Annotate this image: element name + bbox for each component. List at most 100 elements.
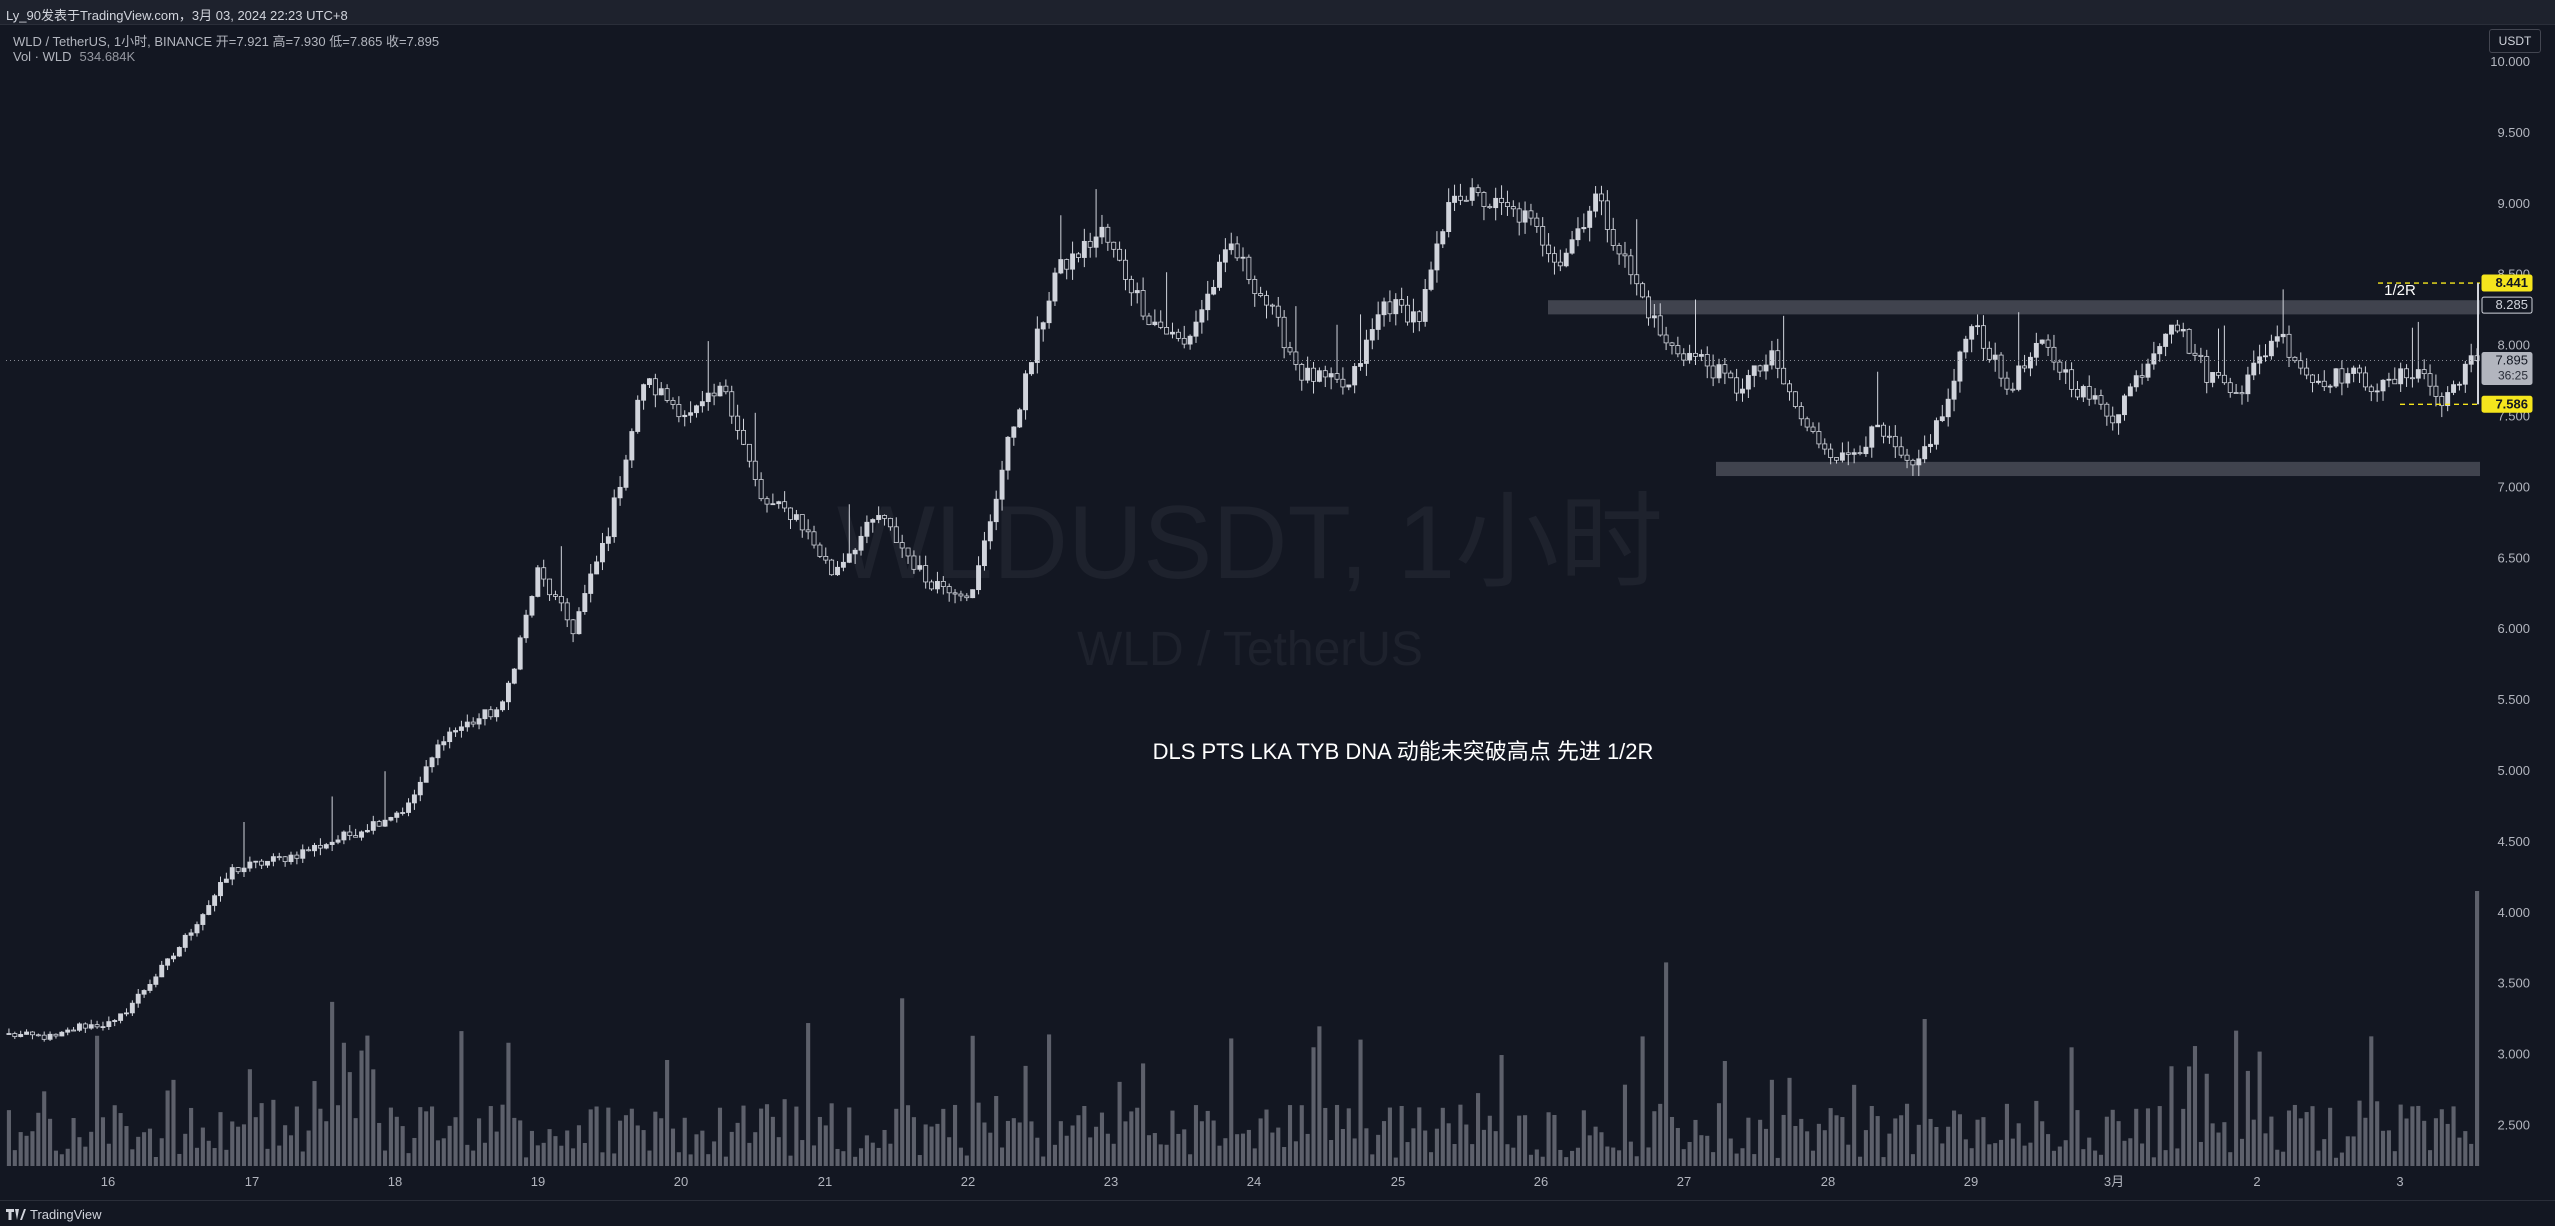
candle (1798, 406, 1804, 420)
candle (347, 831, 353, 836)
volume-bar (629, 1108, 634, 1166)
candle (2057, 361, 2063, 373)
candle (1828, 448, 1834, 458)
candle (482, 709, 488, 720)
x-tick-label: 26 (1534, 1174, 1548, 1189)
candle (570, 619, 576, 635)
volume-bar (24, 1135, 29, 1166)
candle (335, 839, 341, 843)
volume-bar (1634, 1156, 1639, 1166)
x-tick-label: 16 (101, 1174, 115, 1189)
volume-bar (306, 1130, 311, 1166)
candle (2380, 379, 2386, 392)
candle (1105, 226, 1111, 243)
volume-bar (635, 1125, 640, 1166)
volume-bar (1146, 1135, 1152, 1166)
candle (1316, 370, 1322, 382)
volume-bar (1329, 1139, 1334, 1166)
volume-bar (688, 1154, 693, 1166)
candle (270, 856, 276, 862)
candle (917, 565, 923, 570)
candle (2069, 369, 2075, 390)
candle (987, 521, 993, 542)
volume-bar (247, 1069, 252, 1166)
candle (223, 878, 229, 883)
volume-bar (2204, 1073, 2209, 1166)
candle (1816, 431, 1822, 445)
candle (147, 984, 153, 991)
price-label-8.441 (2481, 274, 2533, 292)
candle (65, 1029, 71, 1033)
zone-upper[interactable] (1548, 300, 2480, 315)
volume-bar (1428, 1152, 1434, 1166)
candle (1064, 259, 1070, 270)
candle (2327, 385, 2333, 388)
volume-bar (447, 1125, 452, 1166)
candle (282, 856, 288, 863)
price-chart[interactable]: WLDUSDT, 1小时 WLD / TetherUS 2.500 3.000 3.5… (0, 24, 2555, 1200)
candle (664, 388, 670, 401)
candle (2063, 369, 2069, 373)
annotation-text[interactable]: DLS PTS LKA TYB DNA 动能未突破高点 先进 1/2R (1153, 739, 1654, 764)
candle (1787, 383, 1792, 393)
volume-legend[interactable]: Vol · WLD 534.684K (13, 49, 135, 64)
volume-bar (1458, 1104, 1463, 1166)
candle (2216, 372, 2221, 376)
half-r-label[interactable]: 1/2R (2384, 282, 2416, 299)
volume-bar (782, 1099, 787, 1166)
candle (1416, 311, 1422, 322)
candle (1669, 342, 1675, 346)
volume-bar (1011, 1118, 1016, 1166)
candle (494, 709, 500, 718)
candle (1246, 256, 1252, 280)
candle (2404, 368, 2410, 379)
candle (2462, 363, 2468, 385)
candle (1675, 345, 1681, 355)
candle (1117, 248, 1123, 261)
volume-bar (1446, 1123, 1451, 1166)
volume-bar (265, 1148, 270, 1166)
currency-button[interactable]: USDT (2489, 29, 2541, 53)
symbol-legend[interactable]: WLD / TetherUS, 1小时, BINANCE 开=7.921 高=7… (13, 34, 440, 49)
x-tick-label: 22 (961, 1174, 975, 1189)
candle (1528, 210, 1534, 219)
volume-bar (1951, 1110, 1957, 1166)
volume-bar (259, 1103, 264, 1166)
volume-bar (982, 1122, 987, 1166)
candle (1481, 192, 1487, 207)
candle (1980, 325, 1986, 349)
candle (782, 501, 788, 509)
candle (1575, 228, 1581, 241)
candle (129, 1002, 135, 1014)
footer-brand[interactable]: TradingView (30, 1207, 102, 1222)
volume-bar (952, 1104, 958, 1166)
volume-bar (841, 1151, 846, 1166)
candle (1293, 351, 1299, 365)
volume-bar (1464, 1124, 1469, 1166)
candle (2104, 403, 2110, 417)
volume-bar (1358, 1039, 1363, 1166)
volume-bar (870, 1142, 875, 1166)
candle (2151, 353, 2157, 365)
candle (294, 854, 300, 859)
candle (59, 1031, 65, 1037)
candle (2280, 333, 2286, 338)
candle (1628, 255, 1634, 276)
candle (611, 497, 617, 538)
volume-bar (2228, 1152, 2233, 1166)
volume-bar (312, 1081, 317, 1166)
candle (1710, 365, 1716, 379)
volume-bar (1852, 1084, 1857, 1166)
candle (1804, 418, 1810, 428)
volume-bar (2104, 1116, 2109, 1166)
candle (212, 895, 218, 906)
candle (2051, 346, 2057, 363)
candle (1740, 388, 1745, 394)
candle (1881, 424, 1886, 437)
volume-bar (1846, 1144, 1851, 1166)
volume-bar (1476, 1093, 1481, 1166)
volume-bar (2016, 1123, 2021, 1166)
candle (741, 429, 746, 445)
volume-bar (670, 1128, 676, 1166)
tradingview-logo-icon[interactable] (6, 1209, 26, 1220)
